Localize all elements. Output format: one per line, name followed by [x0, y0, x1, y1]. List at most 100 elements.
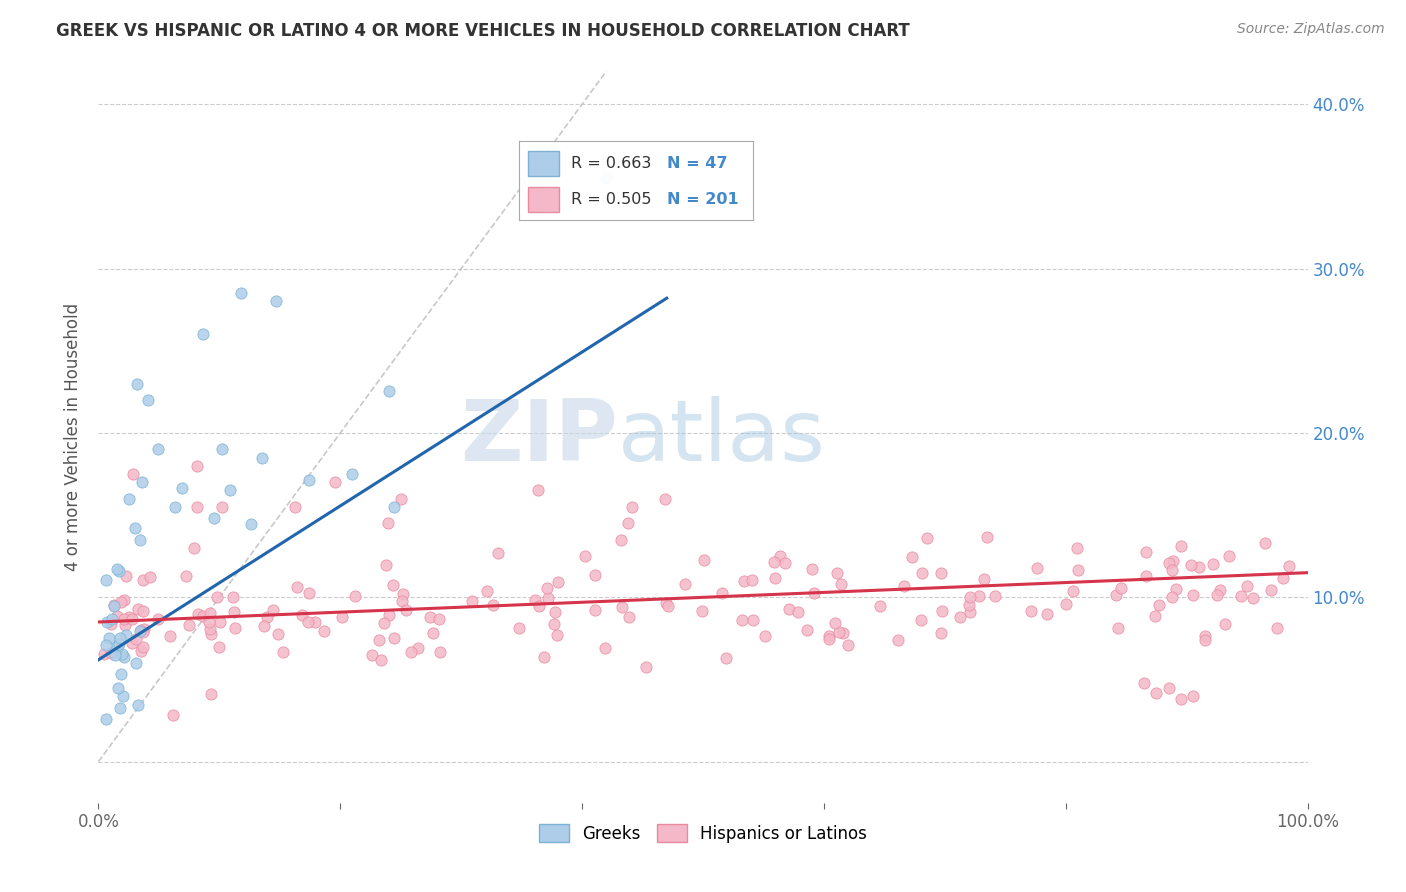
Point	[132, 622, 155, 636]
Point	[297, 615, 319, 630]
Point	[917, 532, 939, 546]
Point	[262, 603, 284, 617]
Point	[818, 629, 841, 643]
Point	[536, 581, 558, 595]
Point	[100, 646, 122, 660]
Point	[1267, 621, 1289, 635]
Point	[112, 649, 135, 664]
Point	[186, 500, 208, 514]
Point	[1067, 563, 1090, 577]
Point	[773, 556, 796, 570]
Point	[127, 601, 149, 615]
Point	[94, 573, 117, 587]
Point	[107, 609, 129, 624]
Point	[222, 590, 245, 604]
Point	[828, 624, 851, 639]
Point	[1159, 556, 1181, 570]
Point	[536, 591, 558, 606]
Point	[1218, 549, 1240, 563]
Point	[110, 701, 132, 715]
Point	[508, 621, 530, 635]
Point	[118, 491, 141, 506]
Point	[94, 639, 117, 653]
Point	[543, 616, 565, 631]
Point	[107, 564, 129, 578]
Point	[312, 624, 335, 638]
Point	[1254, 535, 1277, 549]
Point	[931, 604, 953, 618]
Point	[103, 599, 125, 613]
Point	[1260, 583, 1282, 598]
Point	[1187, 559, 1209, 574]
Point	[1181, 689, 1204, 703]
Text: atlas: atlas	[619, 395, 827, 479]
Point	[1209, 582, 1232, 597]
Point	[112, 593, 135, 607]
Point	[1135, 569, 1157, 583]
Point	[170, 481, 193, 495]
Point	[1241, 591, 1264, 605]
Point	[146, 612, 169, 626]
Point	[121, 467, 143, 481]
Point	[132, 625, 155, 640]
Point	[204, 510, 226, 524]
Point	[1202, 557, 1225, 571]
Point	[1144, 608, 1167, 623]
Point	[742, 613, 765, 627]
Point	[617, 516, 640, 531]
Point	[323, 475, 346, 490]
Point	[768, 549, 790, 564]
Point	[256, 610, 278, 624]
Point	[408, 641, 430, 656]
Point	[1230, 590, 1253, 604]
Point	[1135, 544, 1157, 558]
Point	[100, 616, 122, 631]
Point	[830, 577, 852, 591]
Point	[1160, 590, 1182, 604]
Point	[547, 574, 569, 589]
Point	[200, 627, 222, 641]
Point	[111, 689, 134, 703]
Point	[125, 376, 148, 391]
Point	[1062, 583, 1084, 598]
Point	[1161, 554, 1184, 568]
Point	[527, 483, 550, 498]
Point	[429, 645, 451, 659]
Point	[129, 624, 152, 639]
Point	[976, 529, 998, 543]
Text: ZIP: ZIP	[461, 395, 619, 479]
Text: R = 0.505: R = 0.505	[571, 193, 651, 207]
Point	[959, 605, 981, 619]
Point	[103, 598, 125, 612]
Point	[1278, 558, 1301, 573]
Point	[344, 589, 367, 603]
Point	[115, 569, 138, 583]
Point	[929, 566, 952, 580]
Point	[378, 607, 401, 622]
Point	[298, 585, 321, 599]
Point	[198, 615, 221, 629]
Point	[125, 657, 148, 671]
Point	[382, 631, 405, 645]
Point	[395, 602, 418, 616]
Point	[285, 580, 308, 594]
Point	[762, 555, 785, 569]
Point	[384, 500, 406, 514]
Point	[378, 384, 401, 398]
Point	[460, 594, 482, 608]
Point	[165, 500, 187, 514]
Point	[377, 516, 399, 531]
Point	[108, 637, 131, 651]
Point	[224, 621, 246, 635]
Point	[929, 625, 952, 640]
Point	[219, 483, 242, 497]
Point	[824, 615, 846, 630]
Point	[207, 640, 229, 654]
Point	[176, 569, 198, 583]
Point	[1170, 692, 1192, 706]
Point	[1021, 604, 1043, 618]
Point	[763, 571, 786, 585]
Point	[96, 712, 118, 726]
Point	[1213, 616, 1236, 631]
Point	[132, 640, 155, 654]
